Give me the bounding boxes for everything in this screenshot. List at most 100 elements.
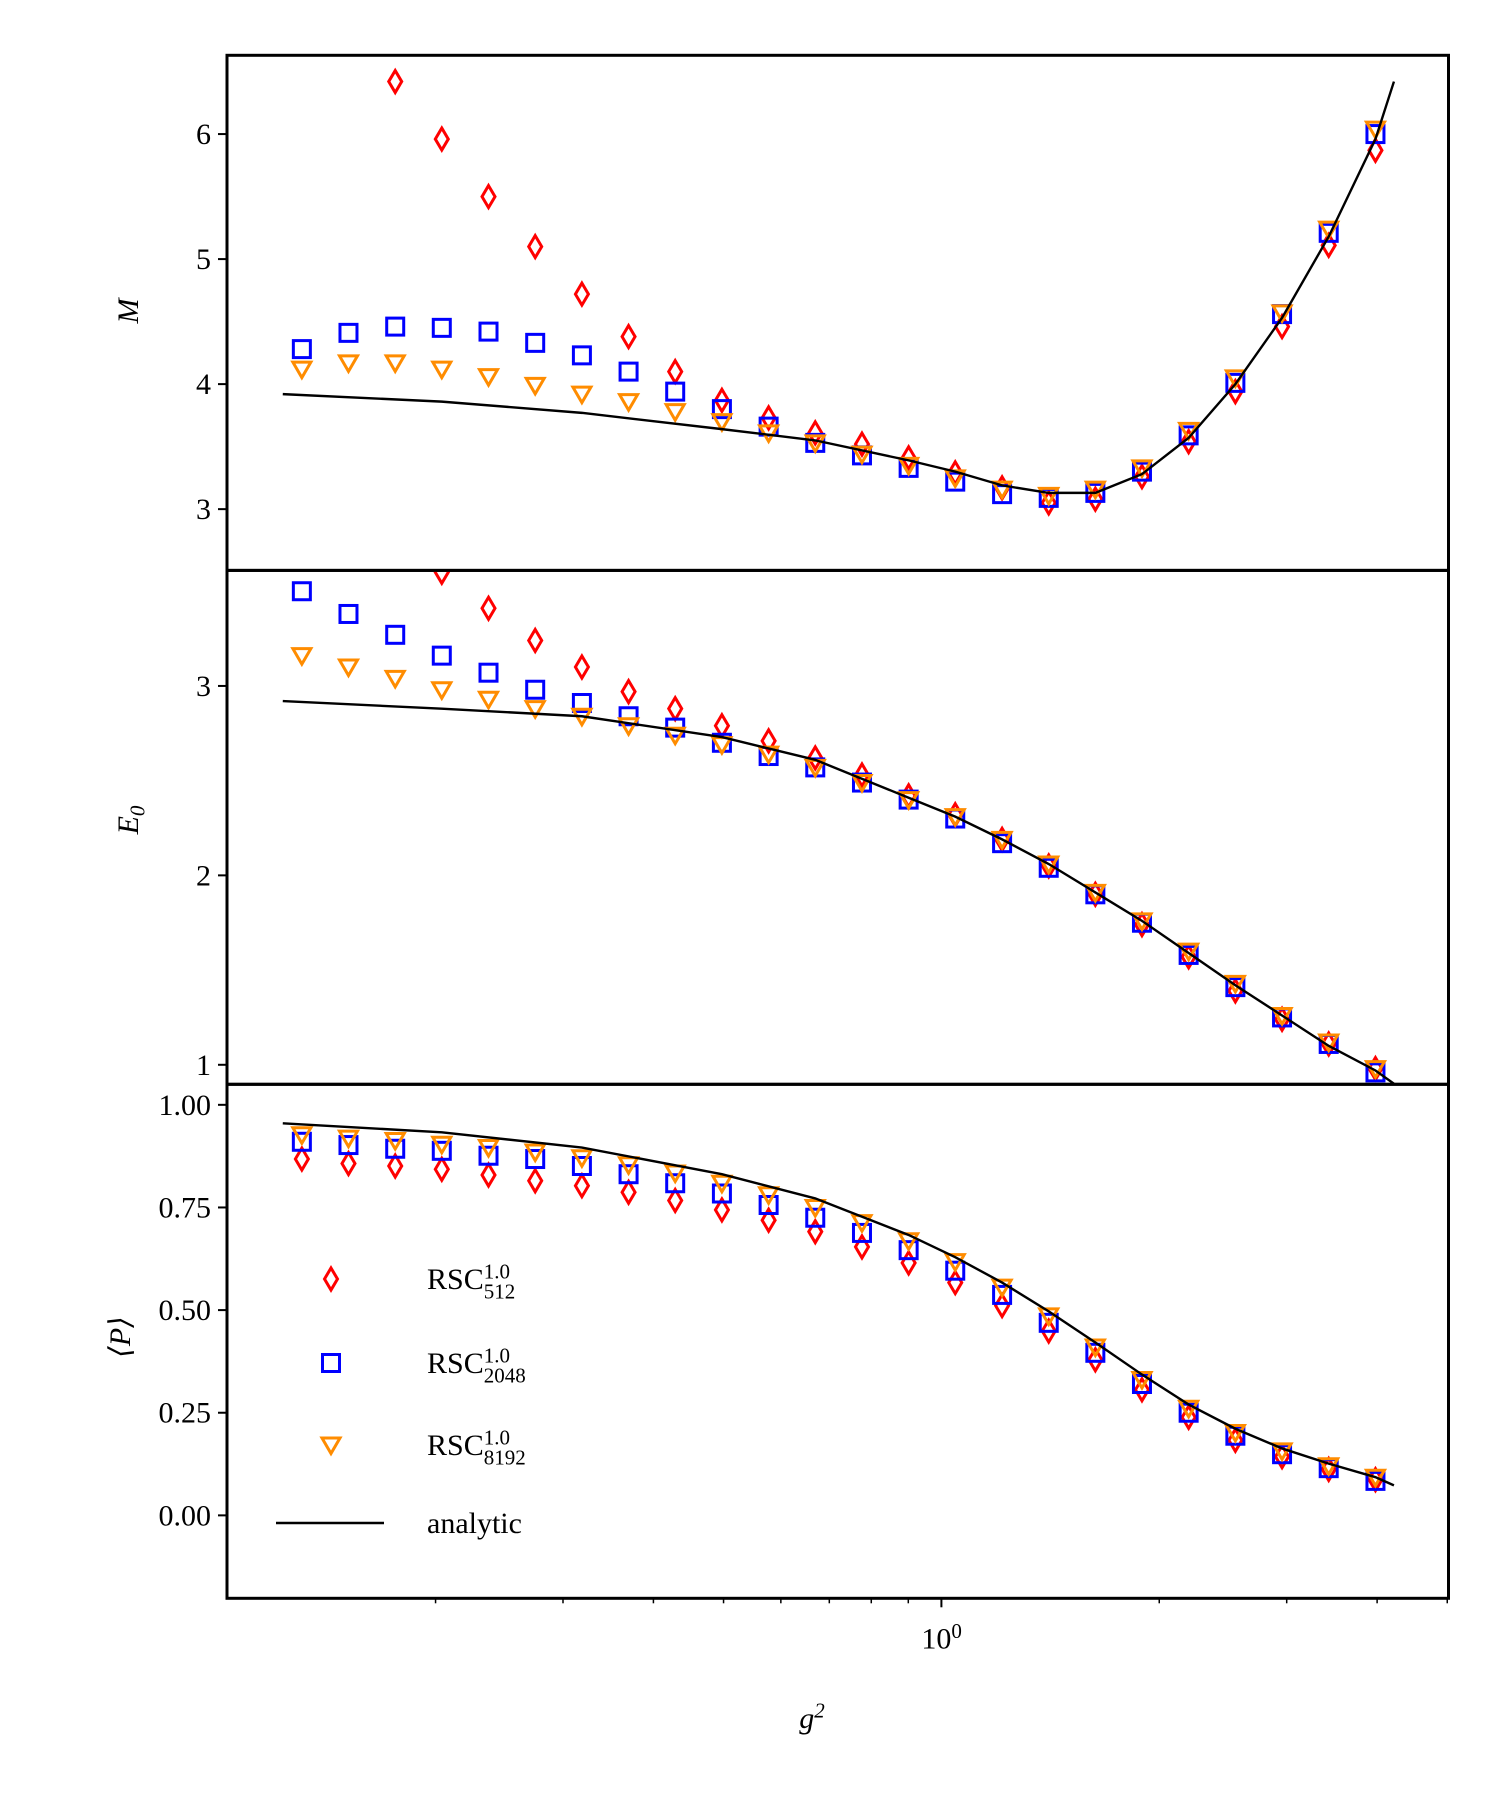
triangle-marker	[1037, 855, 1061, 876]
diamond-marker	[1133, 462, 1151, 491]
axes-frame	[225, 568, 1450, 1086]
square-marker	[1365, 124, 1386, 145]
legend-label-sup: 1.0	[484, 1260, 510, 1284]
diamond-marker	[853, 430, 871, 459]
square-marker	[945, 471, 966, 492]
triangle-marker	[1130, 459, 1154, 480]
square-marker	[1225, 372, 1246, 393]
triangle-marker	[336, 354, 361, 375]
triangle-marker	[290, 360, 314, 381]
legend-label-sub: 2048	[484, 1363, 526, 1387]
square-marker	[478, 1145, 499, 1166]
y-tick-label: 6	[196, 118, 211, 151]
triangle-marker	[1177, 942, 1201, 963]
diamond-marker	[713, 1195, 731, 1224]
legend-label: RSC1.0 8192	[427, 1426, 526, 1470]
square-marker	[1178, 944, 1199, 965]
legend-marker	[322, 1265, 340, 1293]
diamond-marker	[480, 1161, 497, 1189]
square-marker	[291, 339, 312, 360]
plot-area	[282, 570, 1395, 1085]
triangle-marker	[757, 745, 781, 766]
y-axis-label: ⟨P⟩	[104, 1316, 137, 1358]
y-tick-label: 2	[196, 859, 211, 892]
square-marker	[711, 1183, 732, 1204]
diamond-marker	[573, 1171, 591, 1200]
triangle-marker	[1270, 1442, 1294, 1463]
diamond-marker	[1040, 1317, 1057, 1345]
diamond-marker	[620, 677, 637, 706]
legend-label-base: RSC	[427, 1263, 484, 1296]
analytic-line	[282, 699, 1395, 1085]
y-axis-label-base: E	[112, 816, 145, 835]
triangle-marker	[476, 368, 501, 389]
diamond-marker	[1180, 427, 1197, 456]
analytic-line	[282, 81, 1396, 495]
square-marker	[665, 381, 686, 402]
legend-label: RSC1.0 2048	[427, 1344, 526, 1388]
triangle-marker	[476, 690, 501, 711]
square-marker	[525, 332, 546, 353]
square-marker	[291, 581, 312, 602]
triangle-marker	[523, 1143, 547, 1164]
square-marker	[805, 1207, 826, 1228]
square-marker	[385, 624, 406, 645]
triangle-marker	[570, 385, 594, 406]
square-marker	[1131, 461, 1152, 482]
diamond-marker	[760, 726, 777, 755]
triangle-marker	[616, 393, 641, 414]
triangle-marker	[990, 480, 1014, 501]
diamond-marker	[666, 1186, 684, 1215]
diamond-marker	[946, 1268, 964, 1297]
square-marker	[338, 603, 359, 624]
diamond-marker	[900, 1248, 917, 1277]
y-axis-label-sub: 0	[125, 805, 149, 816]
diamond-marker	[433, 1155, 451, 1184]
square-marker	[431, 317, 452, 338]
diamond-marker	[1133, 1375, 1151, 1404]
square-marker	[945, 1260, 966, 1281]
triangle-marker	[290, 1126, 314, 1147]
diamond-marker	[526, 1166, 544, 1195]
square-marker	[1225, 977, 1246, 998]
y-tick-label: 0.50	[159, 1294, 212, 1327]
square-marker	[711, 399, 732, 420]
square-marker	[385, 316, 406, 337]
legend-marker	[321, 1353, 341, 1373]
legend-label: RSC1.0 512	[427, 1260, 515, 1304]
square-marker	[338, 1135, 359, 1156]
triangle-marker	[990, 830, 1014, 851]
square-marker	[618, 706, 639, 727]
square-marker	[1365, 1062, 1386, 1083]
diamond-marker	[433, 125, 451, 154]
diamond-marker	[807, 418, 824, 447]
square-marker	[1178, 425, 1199, 446]
plot-area	[282, 67, 1396, 517]
triangle-marker	[1223, 974, 1247, 995]
axes-frame	[225, 1082, 1450, 1600]
y-tick-label: 1	[196, 1049, 211, 1082]
square-marker	[571, 692, 592, 713]
triangle-marker	[850, 445, 874, 466]
square-marker	[1318, 222, 1339, 243]
triangle-marker	[383, 669, 407, 690]
y-axis-label: M	[112, 297, 145, 325]
diamond-marker	[1180, 1403, 1197, 1432]
square-marker	[851, 1222, 872, 1243]
square-marker	[291, 1131, 312, 1152]
diamond-marker	[620, 1178, 637, 1207]
diamond-marker	[1087, 1345, 1104, 1374]
triangle-marker	[1130, 912, 1154, 933]
diamond-marker	[480, 594, 497, 623]
triangle-marker	[803, 434, 827, 455]
square-marker	[525, 679, 546, 700]
square-marker	[992, 1284, 1013, 1305]
triangle-marker	[1083, 1338, 1107, 1359]
square-marker	[898, 1240, 919, 1261]
diamond-marker	[340, 1149, 357, 1178]
triangle-marker	[710, 413, 734, 434]
triangle-marker	[1037, 1307, 1061, 1328]
legend-label-sub: 8192	[484, 1445, 526, 1469]
y-tick-label: 1.00	[159, 1089, 212, 1122]
